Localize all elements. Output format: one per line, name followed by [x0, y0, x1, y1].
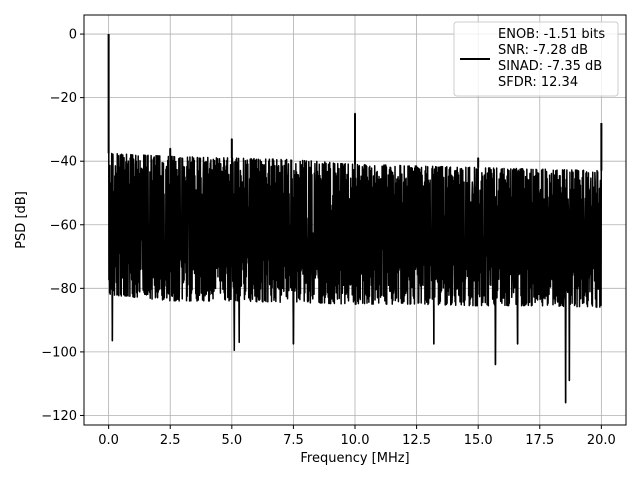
y-tick-label: −80 — [50, 282, 77, 297]
x-tick-label: 12.5 — [402, 433, 431, 448]
x-ticks: 0.0 2.5 5.0 7.5 10.0 12.5 15.0 17.5 20.0 — [98, 425, 616, 448]
y-ticks: 0 −20 −40 −60 −80 −100 −120 — [41, 28, 84, 424]
x-tick-label: 10.0 — [341, 433, 370, 448]
legend-box — [453, 21, 619, 97]
legend-sfdr: SFDR: 12.34 — [498, 75, 578, 90]
legend: ENOB: -1.51 bits SNR: -7.28 dB SINAD: -7… — [453, 21, 619, 97]
x-axis-label: Frequency [MHz] — [300, 451, 409, 466]
x-tick-label: 17.5 — [525, 433, 554, 448]
y-tick-label: −120 — [41, 409, 77, 424]
legend-snr: SNR: -7.28 dB — [498, 43, 588, 58]
y-tick-label: −40 — [50, 155, 77, 170]
x-tick-label: 7.5 — [283, 433, 304, 448]
y-tick-label: −60 — [50, 218, 77, 233]
legend-enob: ENOB: -1.51 bits — [498, 27, 605, 42]
y-tick-label: −100 — [41, 345, 77, 360]
x-tick-label: 15.0 — [464, 433, 493, 448]
y-axis-label: PSD [dB] — [14, 191, 29, 249]
psd-series — [107, 34, 603, 404]
legend-sinad: SINAD: -7.35 dB — [498, 59, 602, 74]
y-tick-label: 0 — [69, 28, 77, 43]
x-tick-label: 5.0 — [221, 433, 242, 448]
x-tick-label: 20.0 — [587, 433, 616, 448]
x-tick-label: 2.5 — [160, 433, 181, 448]
y-tick-label: −20 — [50, 91, 77, 106]
x-tick-label: 0.0 — [98, 433, 119, 448]
